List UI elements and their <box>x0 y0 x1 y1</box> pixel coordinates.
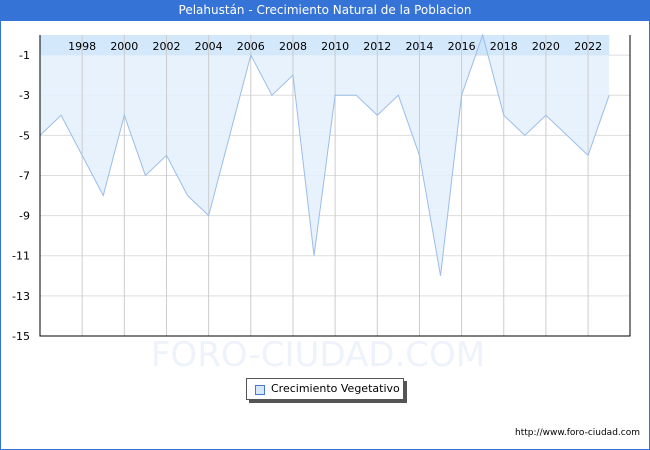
x-tick-label: 2022 <box>574 40 602 53</box>
y-tick-label: -7 <box>19 169 30 182</box>
x-tick-label: 2016 <box>448 40 476 53</box>
x-tick-label: 2008 <box>279 40 307 53</box>
y-tick-label: -13 <box>12 290 30 303</box>
plot-border <box>39 35 631 337</box>
legend-label: Crecimiento Vegetativo <box>271 382 400 395</box>
y-tick-label: -15 <box>12 330 30 343</box>
x-tick-label: 2014 <box>405 40 433 53</box>
area-fill <box>40 35 610 276</box>
x-tick-label: 2006 <box>237 40 265 53</box>
y-tick-label: -9 <box>19 210 30 223</box>
y-tick-label: -11 <box>12 250 30 263</box>
x-tick-label: 2020 <box>532 40 560 53</box>
chart-title: Pelahustán - Crecimiento Natural de la P… <box>0 0 650 21</box>
x-tick-label: 2002 <box>152 40 180 53</box>
y-tick-label: -3 <box>19 89 30 102</box>
x-tick-label: 2012 <box>363 40 391 53</box>
y-tick-label: -5 <box>19 129 30 142</box>
y-tick-label: -1 <box>19 49 30 62</box>
series-line <box>39 33 610 276</box>
top-band-overlay <box>40 35 610 56</box>
source-url: http://www.foro-ciudad.com <box>515 428 640 438</box>
x-tick-label: 1998 <box>68 40 96 53</box>
x-tick-label: 2018 <box>490 40 518 53</box>
x-tick-label: 2010 <box>321 40 349 53</box>
x-tick-label: 2004 <box>195 40 223 53</box>
watermark: FORO-CIUDAD.COM <box>151 335 485 375</box>
legend: Crecimiento Vegetativo <box>246 378 404 400</box>
legend-swatch-icon <box>255 385 265 395</box>
x-tick-label: 2000 <box>110 40 138 53</box>
